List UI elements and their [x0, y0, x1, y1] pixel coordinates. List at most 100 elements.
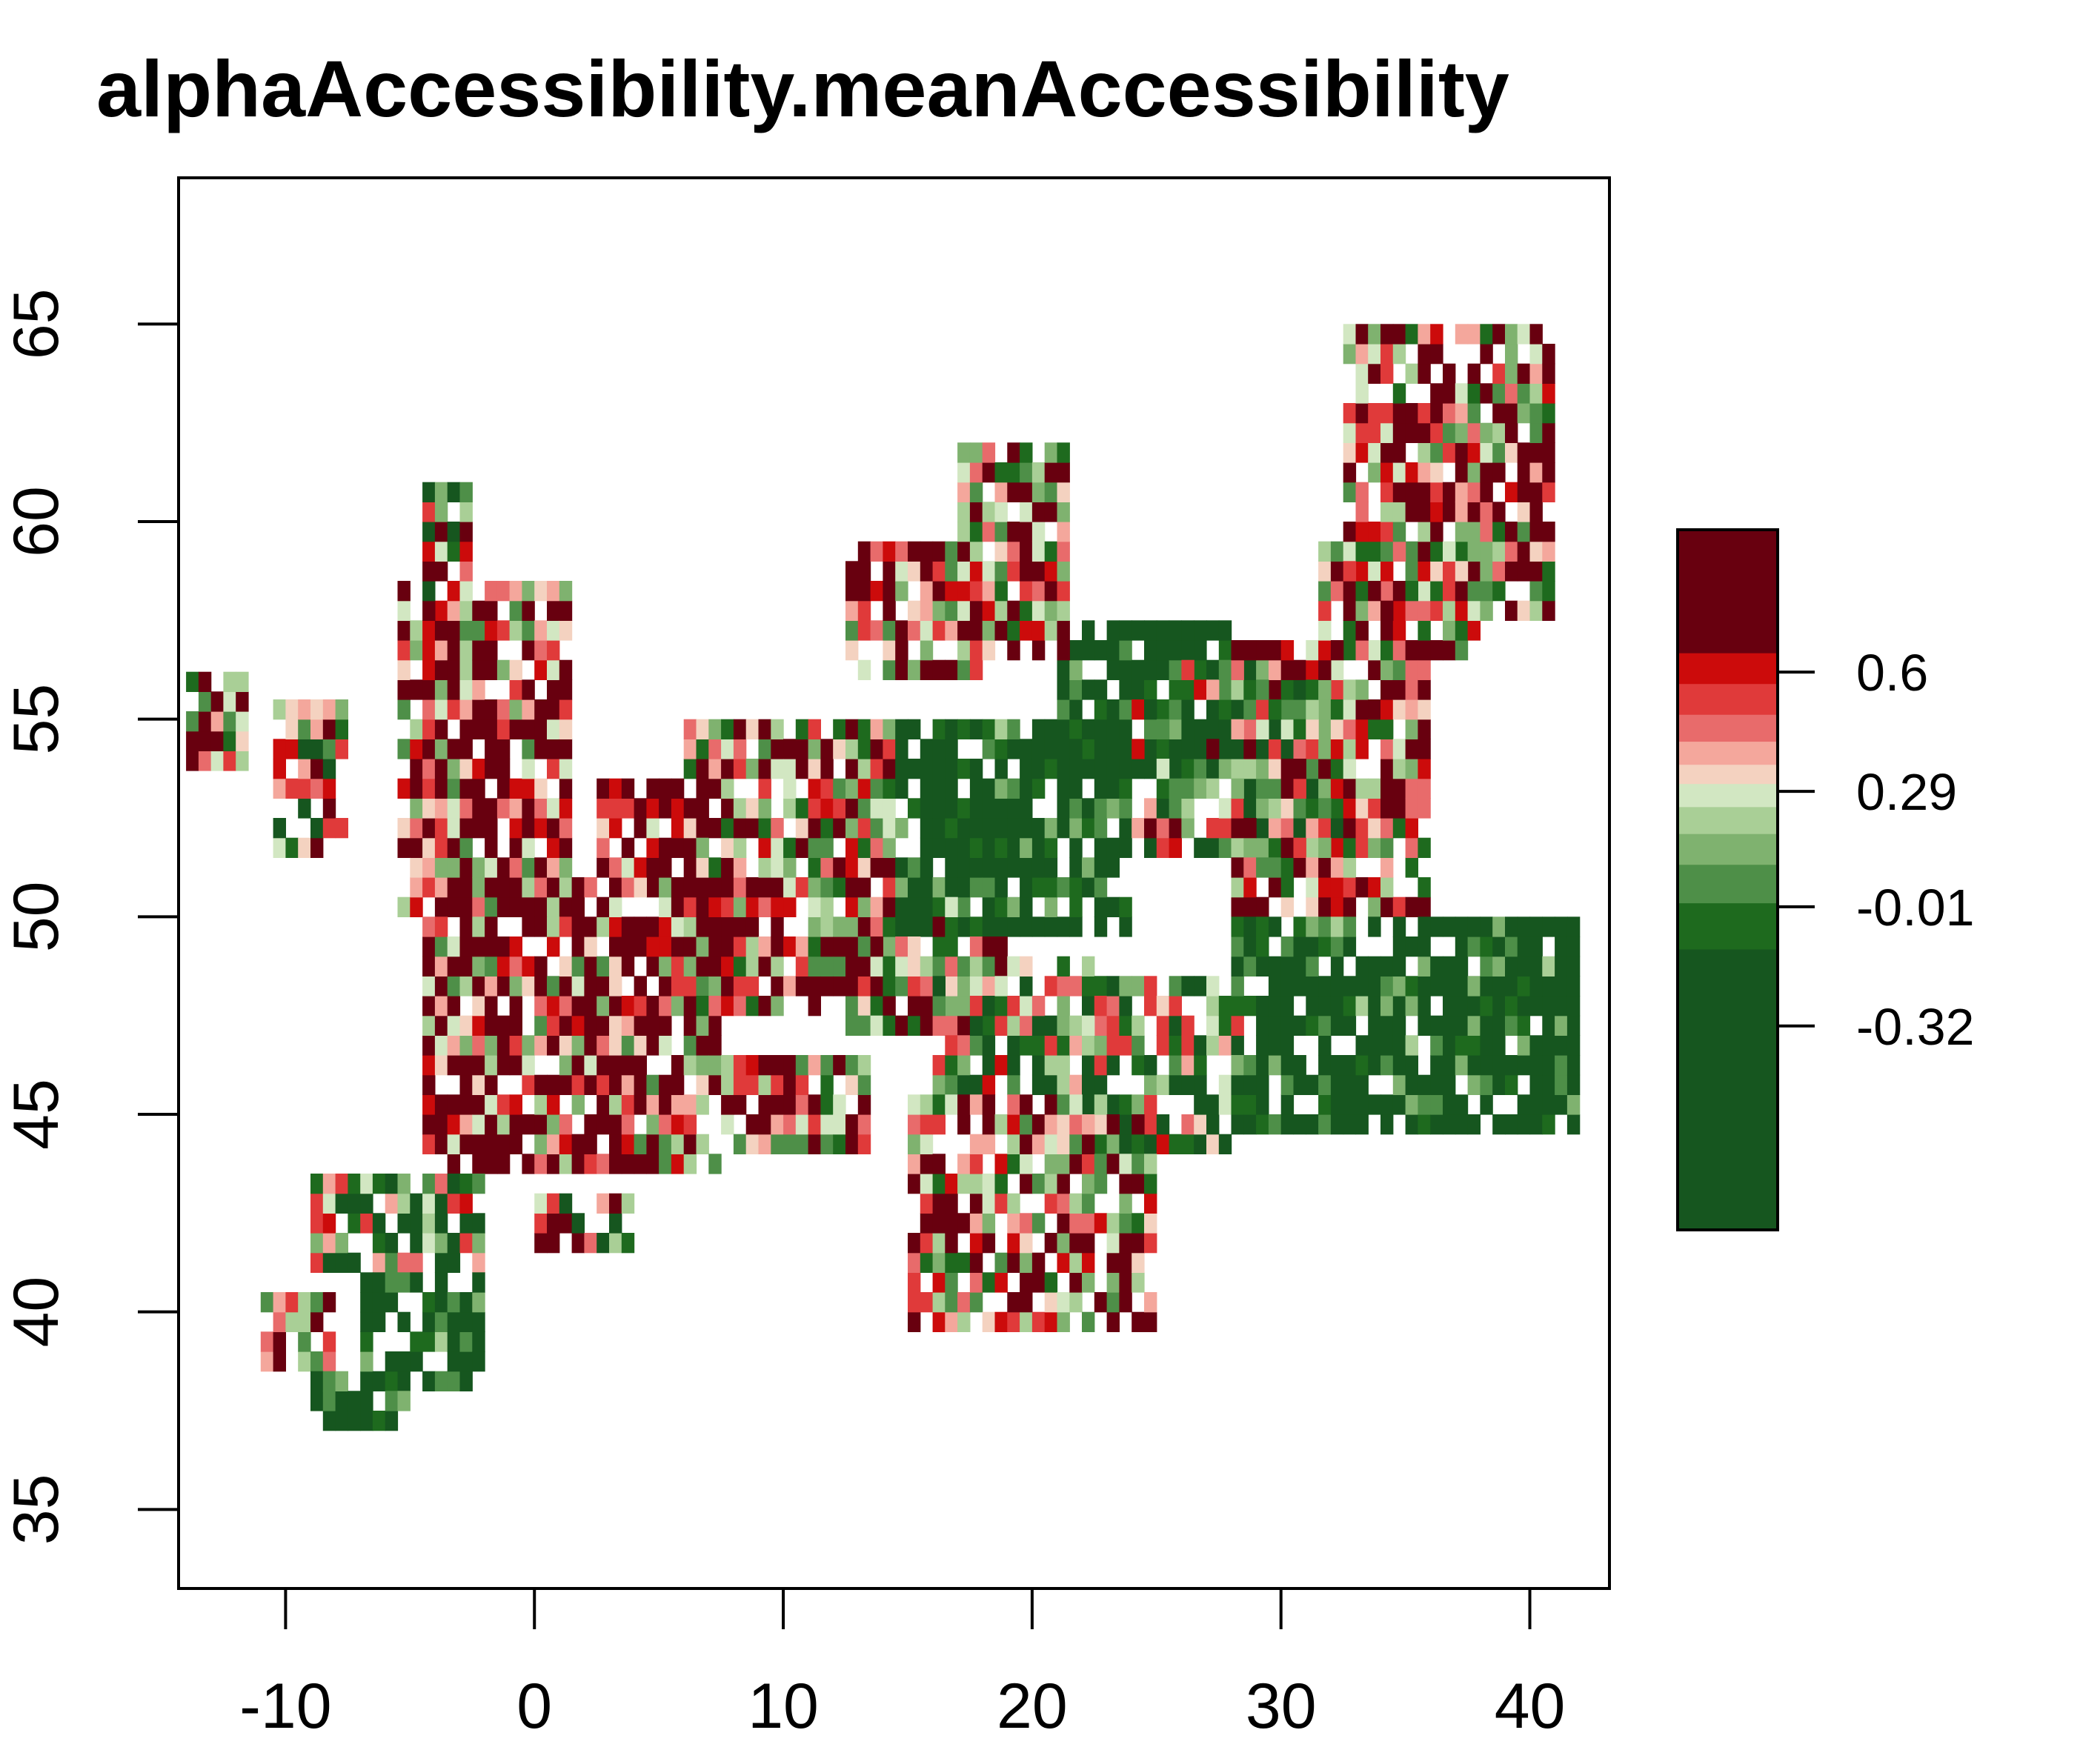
heatmap-cell [969, 877, 983, 898]
heatmap-cell [310, 1371, 324, 1391]
heatmap-cell [522, 837, 535, 858]
heatmap-cell [459, 1351, 473, 1372]
heatmap-cell [534, 1154, 548, 1174]
heatmap-cell [434, 857, 448, 878]
heatmap-cell [397, 1174, 411, 1194]
heatmap-cell [783, 759, 797, 779]
heatmap-cell [571, 896, 585, 917]
heatmap-cell [459, 502, 473, 522]
heatmap-cell [1343, 1094, 1357, 1115]
heatmap-cell [969, 1174, 983, 1194]
heatmap-cell [1119, 1174, 1132, 1194]
heatmap-cell [571, 1015, 585, 1036]
heatmap-cell [683, 916, 697, 937]
heatmap-cell [646, 877, 659, 898]
y-tick-label: 65 [1, 288, 72, 359]
heatmap-cell [659, 1154, 672, 1174]
heatmap-cell [1132, 1272, 1145, 1293]
heatmap-cell [1343, 699, 1357, 720]
heatmap-cell [1368, 699, 1381, 720]
heatmap-cell [659, 896, 672, 917]
heatmap-cell [708, 877, 722, 898]
heatmap-cell [322, 759, 336, 779]
heatmap-cell [1057, 1292, 1070, 1313]
heatmap-cell [1119, 1233, 1132, 1254]
heatmap-cell [459, 778, 473, 799]
heatmap-cell [1181, 739, 1194, 759]
heatmap-cell [522, 739, 535, 759]
heatmap-cell [509, 1134, 522, 1154]
heatmap-cell [1566, 1015, 1581, 1036]
heatmap-cell [621, 877, 635, 898]
heatmap-cell [783, 857, 797, 878]
heatmap-cell [1044, 1015, 1058, 1036]
heatmap-cell [1405, 1094, 1418, 1115]
heatmap-cell [385, 1174, 399, 1194]
heatmap-cell [496, 956, 511, 977]
heatmap-cell [1443, 422, 1456, 443]
heatmap-cell [1106, 640, 1120, 661]
heatmap-cell [845, 1134, 859, 1154]
heatmap-cell [671, 1055, 685, 1076]
heatmap-cell [459, 739, 473, 759]
heatmap-cell [534, 1015, 548, 1036]
heatmap-cell [1181, 1015, 1194, 1036]
heatmap-cell [1106, 1094, 1120, 1115]
heatmap-cell [1020, 482, 1033, 502]
heatmap-cell [447, 1055, 461, 1076]
heatmap-cell [857, 719, 871, 739]
heatmap-cell [969, 502, 983, 522]
heatmap-cell [1169, 679, 1182, 700]
heatmap-cell [1517, 996, 1531, 1017]
heatmap-cell [1243, 1074, 1257, 1095]
heatmap-cell [696, 877, 709, 898]
heatmap-cell [895, 896, 908, 917]
heatmap-cell [1181, 1055, 1194, 1076]
heatmap-cell [969, 1292, 983, 1313]
heatmap-cell [372, 1311, 386, 1332]
heatmap-cell [459, 620, 473, 641]
heatmap-cell [434, 561, 448, 582]
heatmap-cell [1031, 482, 1046, 502]
heatmap-cell [932, 1154, 946, 1174]
heatmap-cell [422, 719, 436, 739]
heatmap-cell [198, 671, 212, 692]
heatmap-cell [522, 620, 535, 641]
heatmap-cell [1343, 640, 1357, 661]
heatmap-cell [1231, 1055, 1244, 1076]
heatmap-cell [1492, 936, 1506, 957]
heatmap-cell [696, 1055, 709, 1076]
heatmap-cell [969, 1154, 983, 1174]
heatmap-cell [459, 561, 473, 582]
heatmap-cell [920, 976, 934, 997]
heatmap-cell [883, 541, 896, 562]
heatmap-cell [459, 857, 473, 878]
heatmap-cell [1293, 818, 1306, 839]
heatmap-cell [857, 759, 871, 779]
heatmap-cell [485, 896, 498, 917]
heatmap-cell [385, 1233, 399, 1254]
heatmap-cell [547, 659, 560, 680]
heatmap-cell [1280, 996, 1295, 1017]
heatmap-cell [932, 1292, 946, 1313]
legend-band [1678, 783, 1778, 808]
heatmap-cell [496, 581, 511, 602]
heatmap-cell [534, 818, 548, 839]
heatmap-cell [459, 581, 473, 602]
heatmap-cell [609, 1193, 622, 1214]
heatmap-cell [1492, 581, 1506, 602]
heatmap-cell [472, 1154, 485, 1174]
heatmap-cell [1330, 877, 1344, 898]
heatmap-cell [522, 877, 535, 898]
heatmap-cell [410, 877, 423, 898]
heatmap-cell [1031, 600, 1046, 621]
heatmap-cell [957, 600, 971, 621]
heatmap-cell [1007, 1134, 1020, 1154]
heatmap-cell [908, 759, 921, 779]
heatmap-cell [1455, 403, 1469, 424]
heatmap-cell [1268, 699, 1282, 720]
heatmap-cell [908, 561, 921, 582]
heatmap-cell [621, 1134, 635, 1154]
heatmap-cell [298, 759, 311, 779]
heatmap-cell [1031, 502, 1046, 522]
